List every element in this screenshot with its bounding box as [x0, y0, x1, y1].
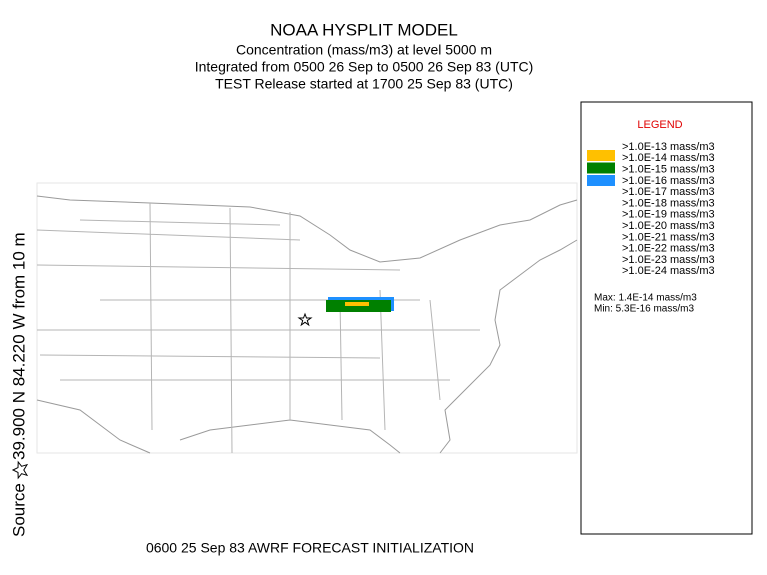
subtitle: TEST Release started at 1700 25 Sep 83 (… — [215, 76, 513, 92]
legend-entry: >1.0E-16 mass/m3 — [622, 175, 715, 187]
title: NOAA HYSPLIT MODEL — [270, 20, 458, 39]
legend-swatch — [587, 175, 615, 186]
legend-title: LEGEND — [637, 119, 682, 131]
legend-entry: >1.0E-22 mass/m3 — [622, 243, 715, 255]
legend-entry: >1.0E-17 mass/m3 — [622, 186, 715, 198]
source-marker — [297, 312, 313, 327]
map — [36, 182, 578, 454]
plume — [326, 297, 394, 312]
legend-entry: >1.0E-24 mass/m3 — [622, 265, 715, 277]
border — [36, 195, 578, 263]
legend-max: Max: 1.4E-14 mass/m3 — [594, 293, 697, 304]
state-line — [36, 202, 480, 454]
map-frame — [36, 182, 578, 454]
coast — [439, 239, 578, 454]
footer: 0600 25 Sep 83 AWRF FORECAST INITIALIZAT… — [146, 540, 474, 556]
legend-swatch — [587, 162, 615, 174]
legend-entry: >1.0E-23 mass/m3 — [622, 254, 715, 266]
legend-swatch — [587, 150, 615, 161]
source-location: 39.900 N 84.220 W from 10 m — [9, 232, 28, 460]
legend-min: Min: 5.3E-16 mass/m3 — [594, 304, 694, 315]
legend-entry: >1.0E-21 mass/m3 — [622, 231, 715, 243]
legend-entry: >1.0E-15 mass/m3 — [622, 164, 715, 176]
legend-entry: >1.0E-19 mass/m3 — [622, 209, 715, 221]
legend-box — [580, 101, 753, 535]
side-label: Source 39.900 N 84.220 W from 10 m — [9, 232, 28, 537]
plume-cell — [345, 302, 369, 306]
legend-entry: >1.0E-13 mass/m3 — [622, 141, 715, 153]
legend-entry: >1.0E-20 mass/m3 — [622, 220, 715, 232]
legend-items: >1.0E-13 mass/m3>1.0E-14 mass/m3>1.0E-15… — [587, 141, 715, 277]
legend-entry: >1.0E-14 mass/m3 — [622, 152, 715, 164]
legend-entry: >1.0E-18 mass/m3 — [622, 197, 715, 209]
subtitle: Integrated from 0500 26 Sep to 0500 26 S… — [195, 59, 534, 75]
coast — [36, 399, 401, 454]
source-label: Source — [9, 483, 28, 537]
subtitle: Concentration (mass/m3) at level 5000 m — [236, 42, 492, 58]
source-star — [11, 460, 29, 480]
